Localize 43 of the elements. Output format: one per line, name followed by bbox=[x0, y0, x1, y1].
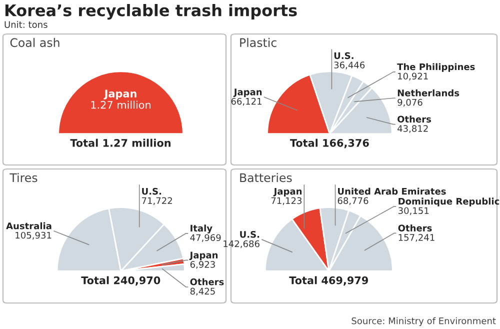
data-label: 71,722 bbox=[142, 197, 172, 205]
slice-label: U.S. bbox=[240, 230, 260, 238]
text: Total 469,979 bbox=[289, 276, 368, 286]
slice-label: U.S. bbox=[142, 188, 162, 195]
slice-label: U.S. bbox=[334, 52, 354, 60]
source-note: Source: Ministry of Environment bbox=[352, 317, 496, 326]
slice-label: United Arab Emirates bbox=[338, 188, 446, 195]
data-label: 10,921 bbox=[398, 72, 428, 80]
slice-label: Others bbox=[398, 224, 432, 232]
chart-title: Coal ash bbox=[10, 38, 60, 48]
data-label: 9,076 bbox=[398, 98, 422, 107]
data-label: 66,121 bbox=[231, 98, 262, 106]
slice-label: Japan bbox=[273, 188, 302, 196]
text: Korea’s recyclable trash imports bbox=[5, 4, 297, 20]
data-label: 47,969 bbox=[190, 234, 221, 242]
data-label: 36,446 bbox=[334, 62, 365, 70]
slice-label: Japan bbox=[233, 88, 262, 98]
data-label: 157,241 bbox=[398, 234, 434, 242]
chart-title: Batteries bbox=[240, 173, 292, 182]
text: Unit: tons bbox=[4, 21, 48, 28]
data-label: 71,123 bbox=[271, 197, 302, 205]
data-label: 68,776 bbox=[338, 197, 368, 205]
slice-label: Australia bbox=[6, 222, 52, 230]
slice-label: Japan bbox=[104, 90, 136, 100]
slice-label: Netherlands bbox=[398, 89, 460, 96]
slice-label: Japan bbox=[189, 252, 218, 260]
slice-label: Others bbox=[398, 116, 431, 123]
chart-title: Plastic bbox=[240, 38, 276, 48]
text: Total 240,970 bbox=[81, 276, 160, 286]
chart-title: Tires bbox=[10, 173, 38, 182]
data-label: 105,931 bbox=[16, 232, 52, 240]
text: Total 166,376 bbox=[290, 138, 369, 148]
slice-label: The Philippines bbox=[397, 63, 475, 72]
text: Total 1.27 million bbox=[70, 138, 170, 147]
data-label: 6,923 bbox=[190, 261, 215, 269]
data-label: 1.27 million bbox=[91, 100, 150, 109]
slice-label: Others bbox=[190, 278, 224, 286]
data-label: 43,812 bbox=[398, 125, 428, 133]
data-label: 8,425 bbox=[190, 288, 215, 296]
slice-label: Dominique Republic bbox=[398, 198, 500, 206]
data-label: 30,151 bbox=[398, 207, 429, 215]
slice-label: Italy bbox=[190, 224, 212, 234]
data-label: 142,686 bbox=[224, 240, 260, 248]
